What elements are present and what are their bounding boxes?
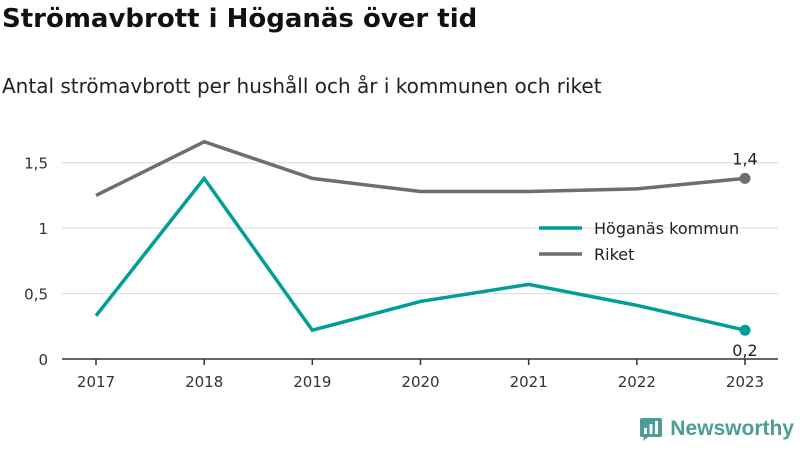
- y-tick-label: 1,5: [24, 155, 48, 173]
- series-end-point: [739, 172, 751, 184]
- y-tick-label: 0: [38, 351, 48, 369]
- grid: [62, 162, 778, 295]
- series-line: [95, 139, 746, 197]
- legend-label: Höganäs kommun: [594, 219, 739, 238]
- y-tick-label: 1: [38, 220, 48, 238]
- series-line: [94, 175, 746, 333]
- newsworthy-brand: Newsworthy: [638, 416, 794, 442]
- newsworthy-logo-icon: [640, 418, 663, 441]
- x-tick-label: 2017: [77, 373, 115, 391]
- chart-subtitle: Antal strömavbrott per hushåll och år i …: [2, 74, 602, 98]
- x-axis: 2017 2018 2019 2020 2021 2022 2023: [62, 358, 778, 391]
- x-tick-label: 2018: [185, 373, 223, 391]
- x-tick-label: 2022: [618, 373, 656, 391]
- legend: Höganäs kommun Riket: [539, 219, 739, 264]
- series-group: 0,2 1,4: [94, 139, 758, 360]
- data-label: 0,2: [732, 341, 757, 360]
- y-axis: 0 0,5 1 1,5: [24, 155, 48, 369]
- chart-title: Strömavbrott i Höganäs över tid: [2, 4, 478, 34]
- x-tick-label: 2021: [510, 373, 548, 391]
- data-label: 1,4: [732, 149, 757, 168]
- legend-label: Riket: [594, 245, 634, 264]
- x-tick-label: 2020: [401, 373, 439, 391]
- series-end-point: [739, 324, 751, 336]
- y-tick-label: 0,5: [24, 286, 48, 304]
- brand-name: Newsworthy: [670, 417, 794, 440]
- x-tick-label: 2023: [726, 373, 764, 391]
- x-tick-label: 2019: [293, 373, 331, 391]
